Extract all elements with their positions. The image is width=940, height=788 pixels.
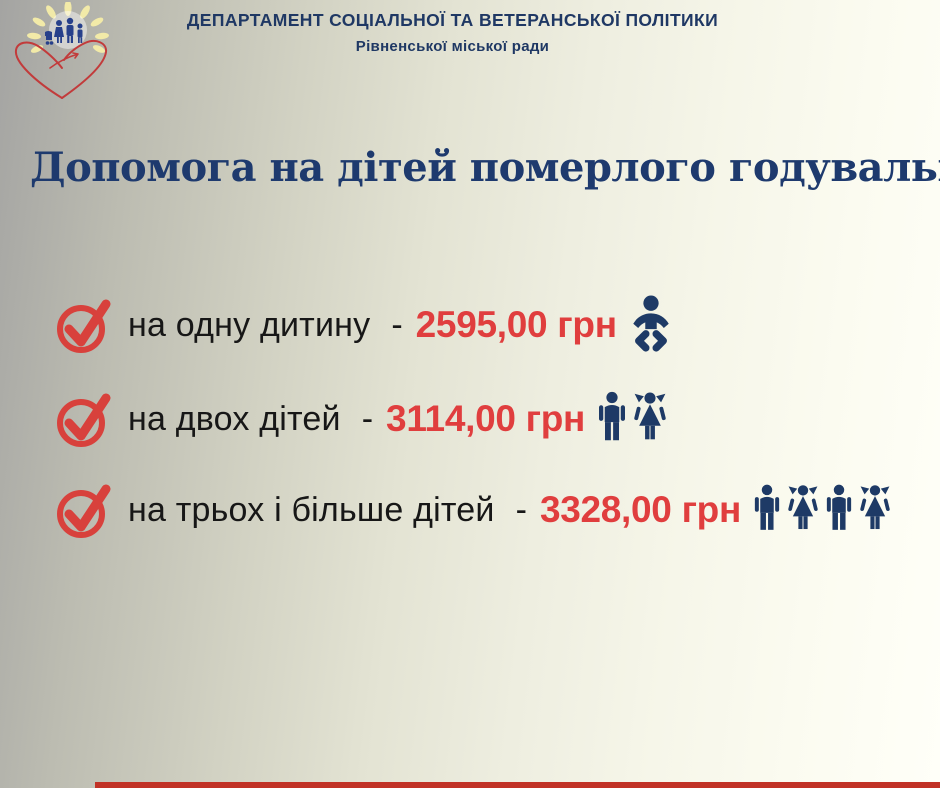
benefit-row-three-or-more-children: на трьох і більше дітей - 3328,00 грн: [55, 479, 890, 541]
boy-icon: [599, 391, 626, 441]
separator-dash: -: [515, 490, 527, 529]
benefit-label: на двох дітей: [128, 399, 341, 438]
checkmark-icon: [57, 393, 111, 447]
benefit-amount: 3328,00 грн: [539, 489, 742, 530]
benefit-label: на трьох і більше дітей: [128, 490, 495, 529]
benefit-icons: [753, 484, 890, 536]
city-council-name: Рівненської міської ради: [355, 38, 550, 55]
page-title: Допомога на дітей померлого годувальника: [30, 144, 940, 191]
girl-icon: [860, 485, 890, 530]
checkmark-icon: [57, 299, 111, 353]
girl-icon: [788, 485, 818, 530]
benefit-amount: 2595,00 грн: [415, 304, 617, 345]
benefit-label: на одну дитину: [128, 305, 371, 344]
benefit-icons: [597, 391, 666, 447]
benefit-icons: [629, 295, 673, 355]
baby-icon: [633, 295, 669, 352]
benefit-row-one-child: на одну дитину - 2595,00 грн: [55, 294, 673, 356]
benefit-row-two-children: на двох дітей - 3114,00 грн: [55, 388, 666, 450]
boy-icon: [754, 484, 780, 530]
checkmark-icon: [57, 484, 111, 538]
boy-icon: [826, 484, 852, 530]
bottom-accent-bar: [95, 782, 940, 788]
benefit-amount: 3114,00 грн: [386, 398, 586, 439]
girl-icon: [634, 392, 666, 440]
department-name: ДЕПАРТАМЕНТ СОЦІАЛЬНОЇ ТА ВЕТЕРАНСЬКОЇ П…: [186, 10, 719, 30]
department-logo: [6, 0, 118, 110]
header: ДЕПАРТАМЕНТ СОЦІАЛЬНОЇ ТА ВЕТЕРАНСЬКОЇ П…: [0, 10, 905, 55]
heart-family-sun-icon: [14, 0, 109, 99]
separator-dash: -: [361, 399, 374, 438]
separator-dash: -: [391, 305, 403, 344]
